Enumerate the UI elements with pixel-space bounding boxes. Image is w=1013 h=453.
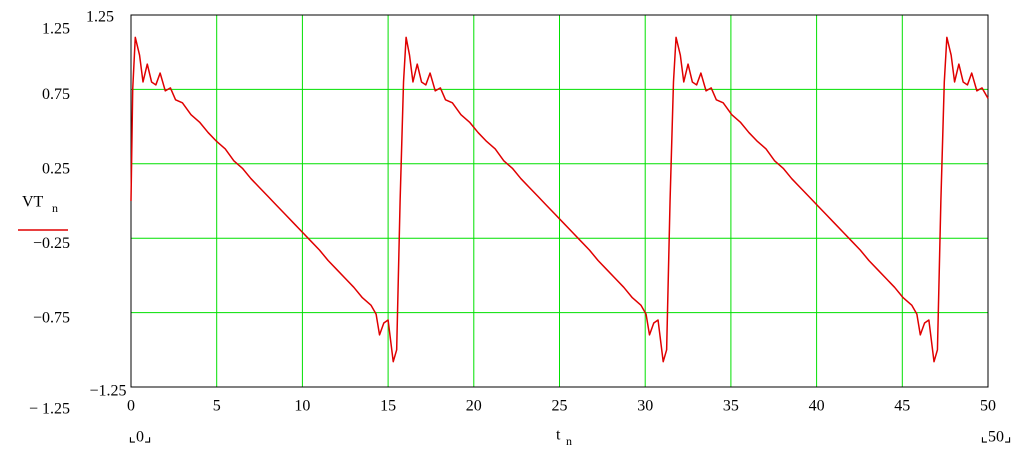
x-tick-label: 5 xyxy=(213,398,221,415)
x-tick-label: 40 xyxy=(809,398,825,415)
y-label: VT xyxy=(22,194,44,211)
x-tick-label: 10 xyxy=(294,398,310,415)
x-tick-label: 15 xyxy=(380,398,396,415)
x-tick-label: 20 xyxy=(466,398,482,415)
x-tick-label: 25 xyxy=(552,398,568,415)
y-tick-label: 1.25 xyxy=(42,21,70,38)
y-label-subscript: n xyxy=(52,201,58,215)
x-tick-label: 35 xyxy=(723,398,739,415)
x-tick-label: 45 xyxy=(894,398,910,415)
x-tick-label: 0 xyxy=(127,398,135,415)
y-limit-top: 1.25 xyxy=(86,9,114,26)
x-label: t xyxy=(556,427,561,444)
x-limit-left: ⌞0⌟ xyxy=(129,429,152,446)
x-limit-right: ⌞50⌟ xyxy=(981,429,1012,446)
x-tick-label: 30 xyxy=(637,398,653,415)
x-tick-label: 50 xyxy=(980,398,996,415)
y-limit-bottom: −1.25 xyxy=(89,383,126,400)
y-tick-label: −0.75 xyxy=(33,309,70,326)
y-tick-label: 0.75 xyxy=(42,86,70,103)
y-tick-label: − 1.25 xyxy=(29,401,70,418)
x-label-subscript: n xyxy=(566,434,572,448)
y-tick-label: −0.25 xyxy=(33,235,70,252)
series-line xyxy=(130,36,989,363)
y-tick-label: 0.25 xyxy=(42,160,70,177)
